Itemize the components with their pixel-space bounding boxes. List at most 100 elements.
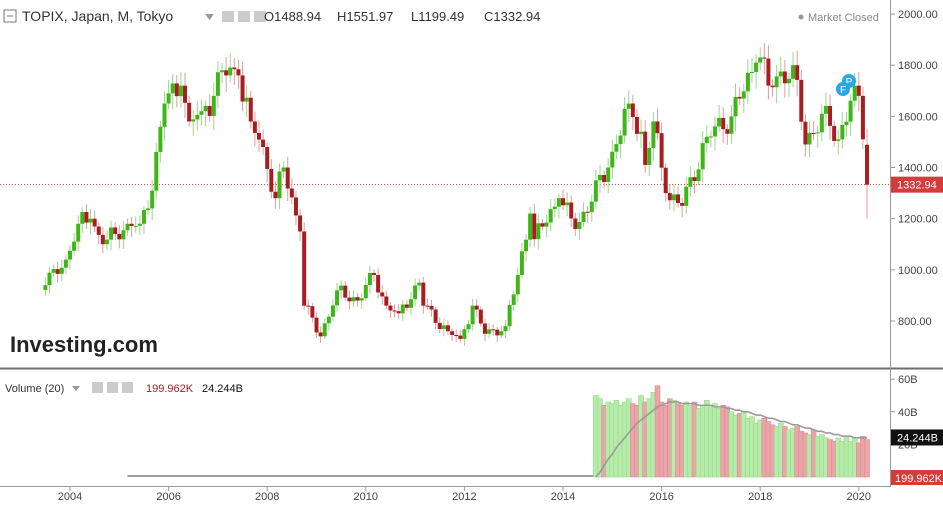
close-label: C	[484, 9, 493, 24]
candle-up	[774, 76, 779, 88]
settings-icon[interactable]	[238, 11, 250, 22]
candle-down	[856, 85, 861, 96]
volume-ma-tag-label: 24.244B	[897, 432, 938, 444]
candle-down	[828, 105, 833, 126]
candle-down	[285, 167, 290, 189]
candle-down	[795, 65, 800, 80]
candle-up	[626, 103, 631, 109]
volume-close-icon[interactable]	[122, 382, 133, 393]
close-icon[interactable]	[254, 11, 266, 22]
candle-up	[651, 121, 656, 148]
candle-up	[597, 174, 602, 181]
candle-down	[692, 177, 697, 182]
candle-up	[125, 223, 130, 231]
candle-up	[593, 180, 598, 202]
candle-down	[762, 57, 767, 59]
candle-down	[450, 331, 455, 335]
candle-down	[256, 132, 261, 140]
candle-up	[104, 239, 109, 245]
candle-up	[524, 239, 529, 252]
symbol-title[interactable]: TOPIX, Japan, M, Tokyo	[22, 8, 173, 24]
symbol-dropdown-icon[interactable]	[205, 14, 214, 20]
candle-down	[355, 297, 360, 301]
candle-down	[92, 218, 97, 227]
close-value: 1332.94	[493, 9, 540, 24]
volume-eye-icon[interactable]	[92, 382, 103, 393]
candle-up	[552, 206, 557, 210]
badge-f[interactable]	[836, 82, 850, 96]
candle-up	[121, 230, 126, 240]
last-price-tag-label: 1332.94	[897, 180, 937, 192]
candle-up	[548, 209, 553, 223]
candle-down	[602, 174, 607, 182]
candle-down	[240, 75, 245, 102]
candle-down	[96, 226, 101, 235]
candle-up	[191, 119, 196, 122]
candle-down	[289, 188, 294, 198]
volume-ma-tag	[891, 429, 943, 446]
candle-up	[758, 57, 763, 63]
eye-icon[interactable]	[222, 11, 234, 22]
candle-up	[840, 125, 845, 140]
candle-up	[413, 285, 418, 300]
candle-up	[109, 227, 114, 240]
candle-up	[749, 72, 754, 74]
candle-down	[782, 71, 787, 84]
candle-up	[848, 100, 853, 122]
candle-up	[158, 126, 163, 152]
candle-down	[491, 329, 496, 331]
candle-down	[803, 121, 808, 145]
high-label: H	[337, 9, 346, 24]
candle-down	[634, 116, 639, 134]
investing-watermark: Investing.com	[10, 332, 158, 357]
volume-title[interactable]: Volume (20)	[5, 383, 64, 395]
candle-up	[326, 316, 331, 324]
low-value: 1199.49	[418, 9, 464, 24]
volume-ma-line	[595, 401, 868, 478]
high-value: 1551.97	[346, 9, 393, 24]
candle-down	[314, 317, 319, 333]
candle-up	[618, 135, 623, 145]
candle-down	[392, 310, 397, 312]
candle-up	[565, 202, 570, 206]
candle-up	[76, 223, 81, 242]
candle-down	[865, 144, 870, 185]
candle-down	[663, 167, 668, 194]
candle-down	[495, 329, 500, 336]
time-tick-label: 2018	[748, 491, 772, 503]
candle-up	[844, 121, 849, 126]
market-status: Market Closed	[808, 12, 879, 24]
candle-up	[80, 212, 85, 224]
candle-down	[207, 105, 212, 116]
volume-bar-down	[864, 439, 870, 478]
candle-up	[150, 190, 155, 209]
candle-up	[717, 117, 722, 127]
open-label: O	[264, 9, 274, 24]
candle-down	[630, 103, 635, 117]
candle-up	[729, 116, 734, 134]
candle-up	[220, 70, 225, 73]
candle-down	[659, 133, 664, 168]
candle-up	[47, 272, 52, 286]
volume-settings-icon[interactable]	[107, 382, 118, 393]
candle-up	[503, 326, 508, 332]
candle-down	[306, 305, 311, 307]
candle-down	[174, 83, 179, 97]
event-badges[interactable]: P F	[836, 74, 856, 96]
candle-down	[252, 121, 257, 133]
candle-down	[236, 69, 241, 76]
candle-up	[823, 105, 828, 114]
candle-up	[466, 324, 471, 330]
candle-up	[819, 113, 824, 133]
candle-up	[589, 201, 594, 213]
volume-dropdown-icon[interactable]	[72, 386, 80, 391]
candle-up	[330, 305, 335, 317]
price-axis: 800.00 1000.00 1200.00 1400.00 1600.00 1800.0…	[891, 9, 938, 328]
candle-down	[573, 218, 578, 229]
candle-up	[322, 323, 327, 337]
price-tick-label: 2000.00	[898, 9, 938, 21]
candle-up	[400, 304, 405, 314]
candle-up	[43, 285, 48, 290]
volume-value-red: 199.962K	[146, 383, 194, 395]
